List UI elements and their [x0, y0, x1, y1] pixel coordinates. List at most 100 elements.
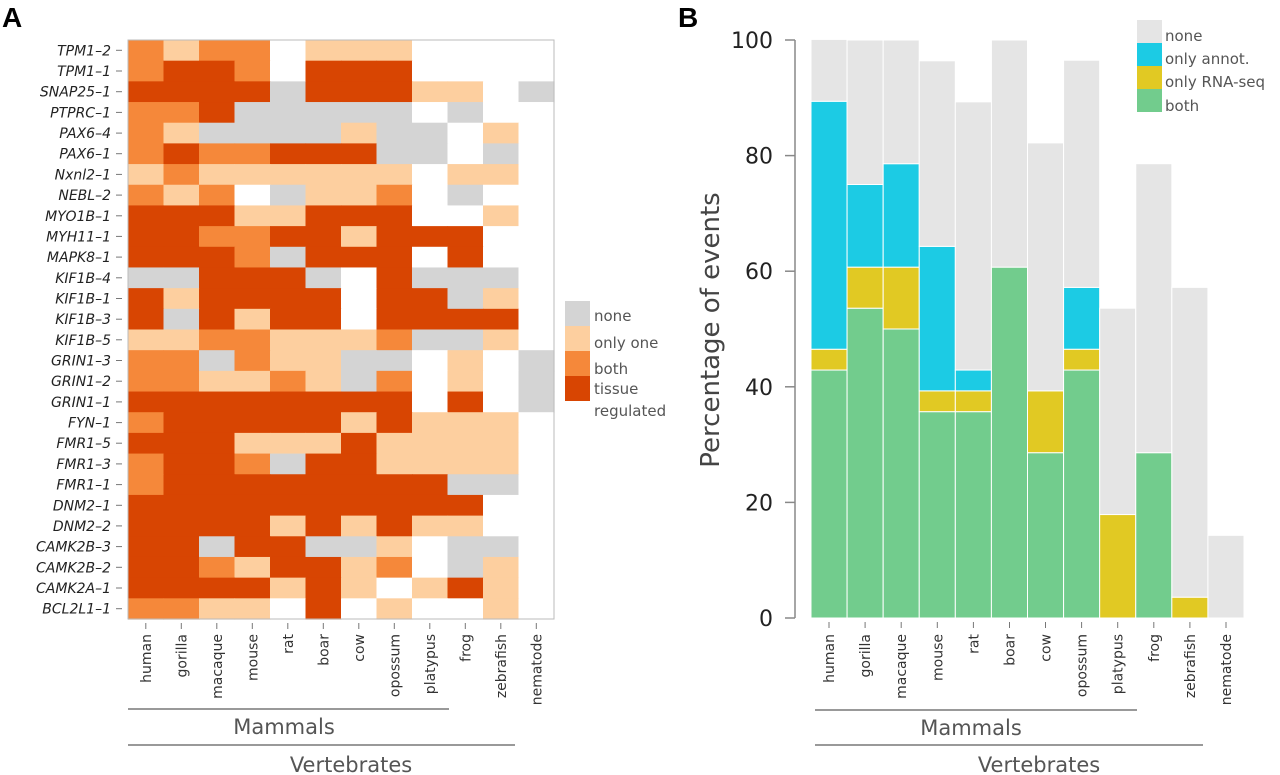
row-label-camk2a-1: CAMK2A–1 [36, 581, 111, 597]
heatmap-cell-ptprc-1-cow [341, 102, 378, 124]
heatmap-cell-kif1b-5-mouse [234, 329, 271, 351]
row-label-pax6-1: PAX6–1 [59, 147, 111, 163]
heatmap-cell-grin1-3-boar [305, 350, 342, 372]
x-label-human: human [822, 634, 838, 683]
heatmap-cell-snap25-1-opossum [376, 81, 413, 103]
heatmap-cell-camk2b-2-platypus [412, 556, 449, 579]
column-label-boar: boar [316, 634, 332, 666]
heatmap-cell-bcl2l1-1-boar [305, 598, 342, 620]
heatmap-cell-kif1b-4-gorilla [163, 267, 200, 289]
heatmap-cell-fmr1-1-frog [447, 474, 484, 496]
heatmap-cell-fmr1-3-mouse [234, 453, 271, 475]
x-label-gorilla: gorilla [858, 634, 874, 677]
legend-label-regulated: regulated [594, 402, 666, 420]
heatmap-cell-kif1b-4-platypus [412, 267, 449, 289]
row-label-kif1b-3: KIF1B–3 [55, 312, 111, 328]
heatmap-cell-fmr1-3-boar [305, 453, 342, 475]
bar-mouse-only-rna-seq [918, 390, 956, 413]
bar-opossum-only-annot [1063, 286, 1101, 350]
heatmap-cell-ptprc-1-nematode [518, 102, 555, 124]
heatmap-cell-fyn-1-zebrafish [483, 412, 520, 434]
bar-nematode-none [1207, 534, 1245, 619]
row-label-tpm1-2: TPM1–2 [57, 43, 111, 59]
bar-mouse-both [918, 411, 956, 619]
column-label-mouse: mouse [245, 634, 261, 681]
heatmap-cell-snap25-1-rat [270, 81, 307, 103]
row-label-grin1-2: GRIN1–2 [51, 374, 111, 390]
heatmap-cell-camk2a-1-boar [305, 577, 342, 599]
heatmap-cell-fmr1-5-zebrafish [483, 432, 520, 455]
heatmap-cell-grin1-3-human [128, 350, 165, 372]
heatmap-cell-bcl2l1-1-platypus [412, 598, 449, 620]
heatmap-cell-camk2a-1-opossum [376, 577, 413, 599]
heatmap-cell-pax6-4-nematode [518, 122, 555, 144]
bar-human-both [810, 369, 848, 619]
heatmap-cell-tpm1-1-opossum [376, 60, 413, 82]
heatmap-cell-fmr1-5-nematode [518, 432, 555, 455]
heatmap-cell-grin1-1-frog [447, 391, 484, 413]
heatmap-cell-nxnl2-1-opossum [376, 164, 413, 186]
heatmap-cell-myh11-1-mouse [234, 226, 271, 248]
heatmap-cell-tpm1-1-gorilla [163, 60, 200, 82]
heatmap-cell-dnm2-2-macaque [199, 515, 236, 537]
barchart-legend: none only annot. only RNA-seq both [1137, 20, 1265, 115]
heatmap-cell-bcl2l1-1-frog [447, 598, 484, 620]
heatmap-cell-camk2a-1-cow [341, 577, 378, 599]
heatmap-cell-dnm2-1-opossum [376, 494, 413, 517]
legend-label-only-rnaseq: only RNA-seq [1165, 73, 1265, 91]
heatmap-cell-snap25-1-platypus [412, 81, 449, 103]
heatmap-border [127, 39, 555, 620]
heatmap-cell-nxnl2-1-human [128, 164, 165, 186]
heatmap-cell-fyn-1-macaque [199, 412, 236, 434]
heatmap-cell-nebl-2-opossum [376, 184, 413, 207]
heatmap-cell-ptprc-1-platypus [412, 102, 449, 124]
legend-label-only-annot: only annot. [1165, 50, 1250, 68]
heatmap-cell-dnm2-1-macaque [199, 494, 236, 517]
heatmap-cell-nxnl2-1-rat [270, 164, 307, 186]
heatmap-cell-kif1b-5-boar [305, 329, 342, 351]
heatmap-cell-grin1-1-cow [341, 391, 378, 413]
heatmap-cell-grin1-3-frog [447, 350, 484, 372]
heatmap-cell-kif1b-1-opossum [376, 288, 413, 310]
heatmap-cell-camk2b-3-frog [447, 536, 484, 558]
heatmap-legend: none only one both tissue regulated [565, 301, 666, 420]
heatmap-cell-kif1b-1-rat [270, 288, 307, 310]
heatmap-cell-camk2a-1-mouse [234, 577, 271, 599]
heatmap-cell-camk2a-1-frog [447, 577, 484, 599]
heatmap-cell-fmr1-5-rat [270, 432, 307, 455]
heatmap-cell-grin1-3-opossum [376, 350, 413, 372]
x-label-frog: frog [1147, 634, 1163, 662]
row-label-snap25-1: SNAP25–1 [40, 85, 111, 101]
heatmap-cell-grin1-3-cow [341, 350, 378, 372]
legend-swatch-both [1137, 89, 1162, 112]
x-label-opossum: opossum [1075, 634, 1091, 697]
heatmap-cell-pax6-4-rat [270, 122, 307, 144]
heatmap-cell-dnm2-2-platypus [412, 515, 449, 537]
heatmap-cell-myo1b-1-zebrafish [483, 205, 520, 227]
heatmap-cell-fyn-1-mouse [234, 412, 271, 434]
heatmap-cell-tpm1-2-cow [341, 40, 378, 62]
heatmap-cell-tpm1-2-macaque [199, 40, 236, 62]
heatmap-cell-fmr1-1-human [128, 474, 165, 496]
heatmap-cell-camk2a-1-human [128, 577, 165, 599]
heatmap-cell-dnm2-2-boar [305, 515, 342, 537]
heatmap-cell-pax6-4-opossum [376, 122, 413, 144]
heatmap-cell-kif1b-5-gorilla [163, 329, 200, 351]
heatmap-cell-dnm2-2-zebrafish [483, 515, 520, 537]
barchart-y-axis: 0 20 40 60 80 100 [731, 29, 796, 632]
heatmap-cell-kif1b-1-human [128, 288, 165, 310]
heatmap-cell-nxnl2-1-zebrafish [483, 164, 520, 186]
heatmap-cell-fmr1-3-nematode [518, 453, 555, 475]
y-axis-title: Percentage of events [696, 192, 726, 467]
row-label-tpm1-1: TPM1–1 [57, 64, 111, 80]
heatmap-cell-dnm2-2-gorilla [163, 515, 200, 537]
heatmap-cell-fyn-1-boar [305, 412, 342, 434]
heatmap-cell-ptprc-1-macaque [199, 102, 236, 124]
heatmap-cell-dnm2-1-nematode [518, 494, 555, 517]
bar-cow-none [1027, 142, 1065, 392]
x-label-rat: rat [966, 633, 982, 653]
heatmap-cell-camk2b-3-nematode [518, 536, 555, 558]
heatmap-cell-grin1-2-nematode [518, 370, 555, 393]
heatmap-cell-grin1-2-boar [305, 370, 342, 393]
heatmap-cell-snap25-1-macaque [199, 81, 236, 103]
